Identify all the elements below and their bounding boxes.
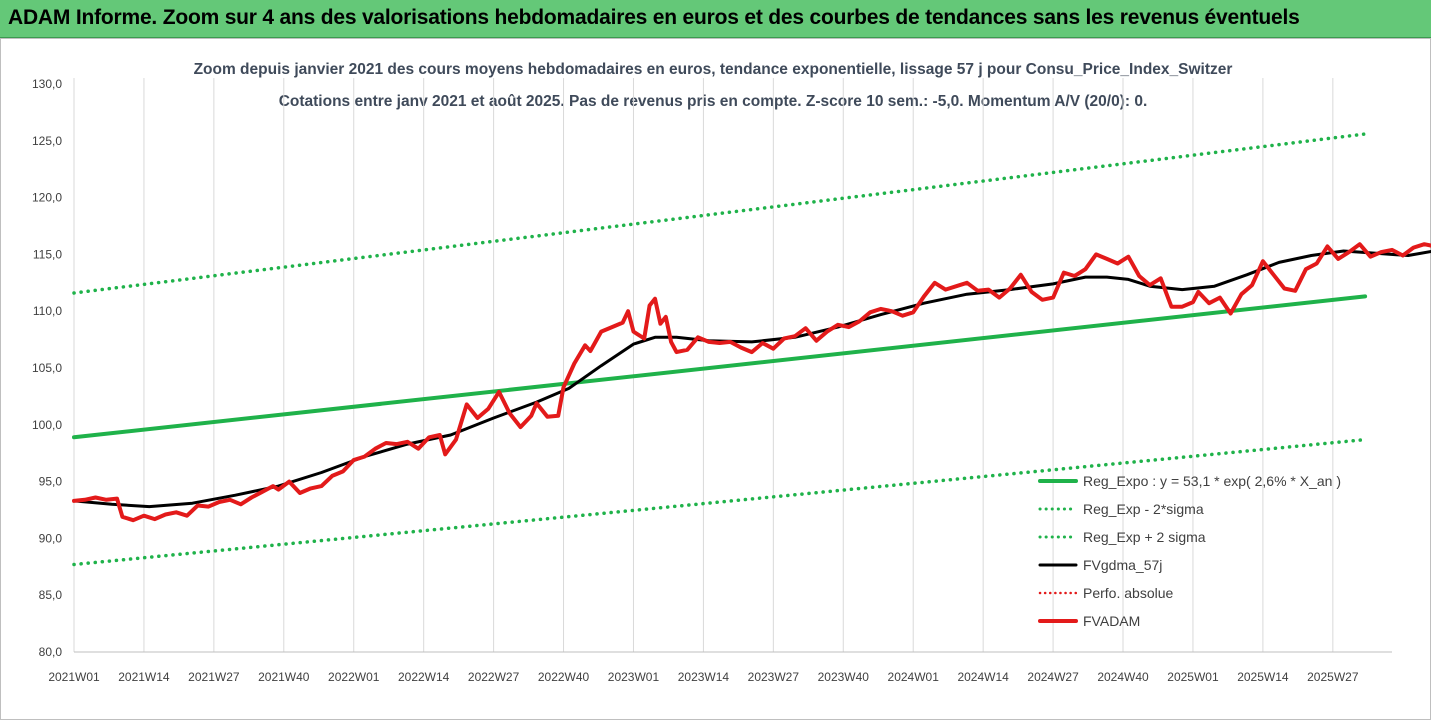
x-tick-label: 2024W40 [1097,670,1149,684]
x-tick-label: 2024W14 [957,670,1009,684]
banner-title: ADAM Informe. Zoom sur 4 ans des valoris… [8,6,1300,29]
y-tick-label: 90,0 [39,531,63,545]
y-tick-label: 85,0 [39,588,63,602]
chart-title: Zoom depuis janvier 2021 des cours moyen… [194,61,1233,78]
report-banner: ADAM Informe. Zoom sur 4 ans des valoris… [0,0,1431,38]
y-tick-label: 120,0 [32,191,62,205]
x-tick-label: 2024W27 [1027,670,1079,684]
series-reg-minus-2sigma-line [72,437,1367,567]
x-tick-label: 2021W40 [258,670,310,684]
x-tick-label: 2024W01 [888,670,940,684]
x-tick-label: 2023W14 [678,670,730,684]
x-tick-label: 2025W14 [1237,670,1289,684]
x-tick-label: 2023W40 [818,670,870,684]
y-tick-label: 130,0 [32,77,62,91]
x-tick-label: 2022W40 [538,670,590,684]
y-tick-label: 100,0 [32,418,62,432]
chart-subtitle: Cotations entre janv 2021 et août 2025. … [279,93,1148,110]
x-tick-label: 2022W14 [398,670,450,684]
legend-label: Reg_Expo : y = 53,1 * exp( 2,6% * X_an ) [1083,473,1341,489]
y-tick-label: 80,0 [39,645,63,659]
y-tick-label: 95,0 [39,475,63,489]
series-fvgdma-57j-line [72,249,1431,509]
legend-label: Perfo. absolue [1083,585,1173,601]
x-tick-label: 2023W27 [748,670,800,684]
y-tick-label: 110,0 [33,304,62,318]
y-tick-label: 105,0 [32,361,62,375]
series-reg-plus-2sigma-line [72,132,1367,295]
y-tick-label: 125,0 [32,134,62,148]
x-tick-label: 2021W01 [48,670,100,684]
y-tick-label: 115,0 [33,247,62,261]
legend-label: FVgdma_57j [1083,557,1162,573]
x-tick-label: 2021W27 [188,670,240,684]
legend-label: Reg_Exp - 2*sigma [1083,501,1204,517]
x-tick-label: 2023W01 [608,670,660,684]
x-tick-label: 2022W27 [468,670,520,684]
series-fvadam-line [72,242,1431,523]
series-reg-expo-line [72,294,1368,440]
x-tick-label: 2022W01 [328,670,380,684]
x-tick-label: 2021W14 [118,670,170,684]
x-tick-label: 2025W27 [1307,670,1359,684]
x-tick-label: 2025W01 [1167,670,1219,684]
legend-label: FVADAM [1083,613,1140,629]
legend-label: Reg_Exp + 2 sigma [1083,529,1206,545]
